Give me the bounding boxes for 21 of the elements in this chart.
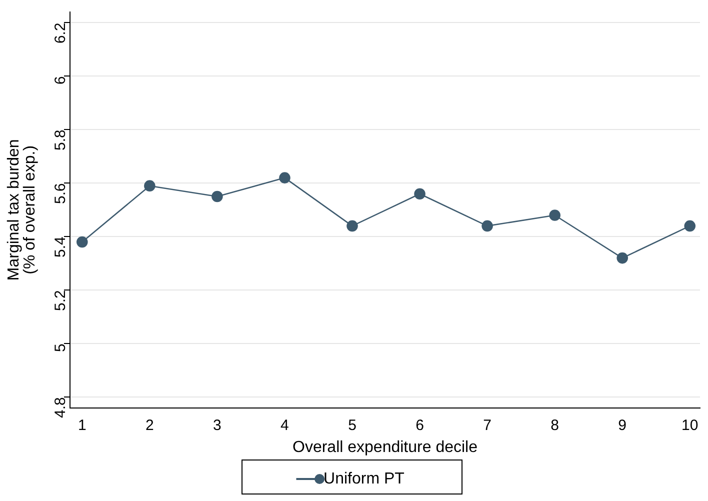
x-axis-title: Overall expenditure decile [292, 438, 478, 456]
y-tick-label: 6.2 [52, 22, 70, 44]
x-tick-label: 7 [483, 416, 492, 434]
x-tick-label: 5 [348, 416, 356, 434]
x-tick-label: 4 [280, 416, 289, 434]
x-tick-label: 8 [550, 416, 559, 434]
y-tick-label: 4.8 [52, 397, 70, 418]
y-tick-label: 5.4 [52, 236, 70, 258]
legend-label: Uniform PT [324, 470, 405, 488]
x-tick-label: 10 [682, 416, 698, 434]
x-tick-label: 9 [618, 416, 627, 434]
x-tick-label: 1 [78, 416, 86, 434]
x-tick-label: 2 [146, 416, 154, 434]
x-tick-label: 3 [213, 416, 222, 434]
y-tick-label: 5.6 [52, 183, 70, 204]
y-tick-label: 6 [52, 76, 70, 85]
y-tick-label: 5 [52, 344, 70, 352]
x-tick-label: 6 [416, 416, 424, 434]
y-axis-title: Marginal tax burden (% of overall exp.) [5, 139, 38, 281]
y-tick-label: 5.8 [52, 130, 70, 151]
y-tick-label: 5.2 [52, 290, 70, 311]
